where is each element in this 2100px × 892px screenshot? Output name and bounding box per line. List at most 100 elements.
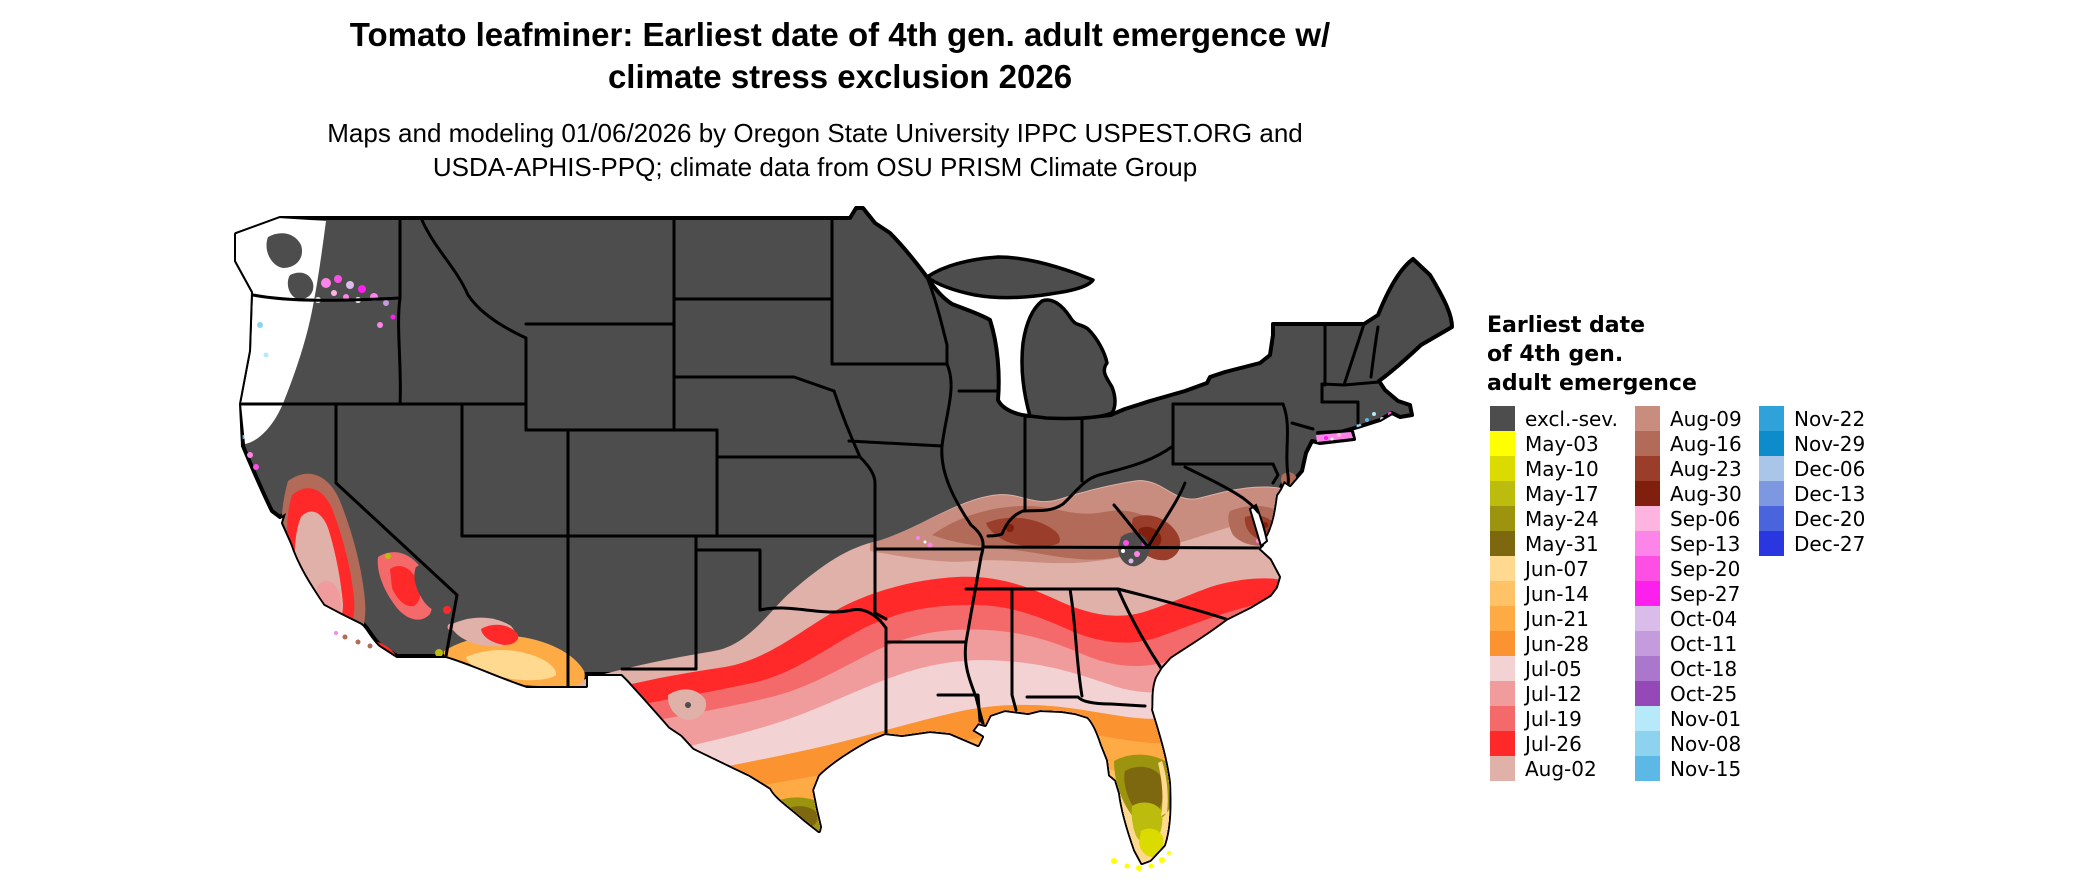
legend-swatch-aug30 <box>1635 481 1660 506</box>
legend-swatch-dec13 <box>1759 481 1784 506</box>
legend-row: Jun-21 <box>1490 606 1618 631</box>
legend-label: Jul-05 <box>1525 656 1582 681</box>
legend-label: Oct-18 <box>1670 656 1738 681</box>
legend-label: Jun-14 <box>1525 581 1589 606</box>
legend-column-3: Nov-22 Nov-29 Dec-06 Dec-13 Dec-20 Dec-27 <box>1759 406 1865 556</box>
legend-row: excl.-sev. <box>1490 406 1618 431</box>
legend-column-1: excl.-sev. May-03 May-10 May-17 May-24 May-31… <box>1490 406 1618 781</box>
legend-label: May-10 <box>1525 456 1599 481</box>
legend-row: Dec-20 <box>1759 506 1865 531</box>
legend-label: excl.-sev. <box>1525 406 1618 431</box>
legend-label: May-31 <box>1525 531 1599 556</box>
legend-swatch-dec06 <box>1759 456 1784 481</box>
legend-label: Oct-04 <box>1670 606 1738 631</box>
legend-swatch-jul19 <box>1490 706 1515 731</box>
legend-label: Jul-19 <box>1525 706 1582 731</box>
legend-label: Nov-29 <box>1794 431 1866 456</box>
legend-swatch-oct25 <box>1635 681 1660 706</box>
legend-swatch-excl_sev <box>1490 406 1515 431</box>
legend-row: Nov-08 <box>1635 731 1742 756</box>
legend-row: Nov-15 <box>1635 756 1742 781</box>
legend-row: Nov-01 <box>1635 706 1742 731</box>
legend-label: May-24 <box>1525 506 1599 531</box>
legend-label: Jun-07 <box>1525 556 1589 581</box>
legend-swatch-nov22 <box>1759 406 1784 431</box>
legend-row: Jul-05 <box>1490 656 1618 681</box>
legend-label: Dec-06 <box>1794 456 1866 481</box>
legend-label: Aug-30 <box>1670 481 1742 506</box>
legend-title-line1: Earliest date <box>1487 313 1646 338</box>
legend-label: Aug-02 <box>1525 756 1597 781</box>
legend-row: Sep-13 <box>1635 531 1742 556</box>
legend-label: Nov-01 <box>1670 706 1742 731</box>
michigan-peninsulas <box>925 255 1117 421</box>
legend-swatch-aug02 <box>1490 756 1515 781</box>
legend-swatch-aug16 <box>1635 431 1660 456</box>
legend-label: Dec-20 <box>1794 506 1866 531</box>
legend-row: May-24 <box>1490 506 1618 531</box>
legend-row: Dec-13 <box>1759 481 1865 506</box>
legend-row: Jun-28 <box>1490 631 1618 656</box>
page-subtitle: Maps and modeling 01/06/2026 by Oregon S… <box>0 116 1630 184</box>
legend-label: Jun-28 <box>1525 631 1589 656</box>
legend-label: Jun-21 <box>1525 606 1589 631</box>
legend-column-2: Aug-09 Aug-16 Aug-23 Aug-30 Sep-06 Sep-13 Sep-… <box>1635 406 1742 781</box>
legend-label: Sep-27 <box>1670 581 1741 606</box>
state-borders <box>239 216 1381 745</box>
legend-label: May-03 <box>1525 431 1599 456</box>
legend-label: Dec-27 <box>1794 531 1866 556</box>
legend-swatch-jun28 <box>1490 631 1515 656</box>
legend-row: Dec-27 <box>1759 531 1865 556</box>
page-title: Tomato leafminer: Earliest date of 4th g… <box>0 14 1680 98</box>
legend-row: Aug-02 <box>1490 756 1618 781</box>
legend-swatch-may24 <box>1490 506 1515 531</box>
legend-swatch-may03 <box>1490 431 1515 456</box>
legend-row: Oct-11 <box>1635 631 1742 656</box>
legend-swatch-jul26 <box>1490 731 1515 756</box>
legend-row: Aug-23 <box>1635 456 1742 481</box>
legend-row: Aug-16 <box>1635 431 1742 456</box>
legend-swatch-sep13 <box>1635 531 1660 556</box>
legend-label: Jul-12 <box>1525 681 1582 706</box>
legend-row: May-31 <box>1490 531 1618 556</box>
legend-label: Nov-22 <box>1794 406 1866 431</box>
chesapeake-bay <box>1248 503 1269 548</box>
legend-swatch-dec27 <box>1759 531 1784 556</box>
legend-label: Oct-25 <box>1670 681 1738 706</box>
legend-swatch-aug23 <box>1635 456 1660 481</box>
legend-swatch-oct18 <box>1635 656 1660 681</box>
legend-swatch-jul05 <box>1490 656 1515 681</box>
legend-label: Aug-23 <box>1670 456 1742 481</box>
legend-row: Jul-19 <box>1490 706 1618 731</box>
legend-label: Nov-08 <box>1670 731 1742 756</box>
legend-row: Nov-22 <box>1759 406 1865 431</box>
legend-swatch-jun21 <box>1490 606 1515 631</box>
legend-row: Oct-04 <box>1635 606 1742 631</box>
legend-swatch-may10 <box>1490 456 1515 481</box>
legend-label: Oct-11 <box>1670 631 1738 656</box>
legend-row: Sep-20 <box>1635 556 1742 581</box>
legend-label: Sep-13 <box>1670 531 1741 556</box>
legend-row: Oct-18 <box>1635 656 1742 681</box>
legend-row: Jun-14 <box>1490 581 1618 606</box>
legend-swatch-nov01 <box>1635 706 1660 731</box>
legend-row: Dec-06 <box>1759 456 1865 481</box>
legend-label: Nov-15 <box>1670 756 1742 781</box>
legend-row: Aug-30 <box>1635 481 1742 506</box>
channel-islands <box>334 631 373 649</box>
legend-swatch-aug09 <box>1635 406 1660 431</box>
legend-row: May-10 <box>1490 456 1618 481</box>
legend-title-line2: of 4th gen. <box>1487 342 1624 367</box>
legend-swatch-nov08 <box>1635 731 1660 756</box>
legend-row: Jul-12 <box>1490 681 1618 706</box>
legend-swatch-sep20 <box>1635 556 1660 581</box>
page-title-line2: climate stress exclusion 2026 <box>607 58 1073 95</box>
legend-swatch-nov15 <box>1635 756 1660 781</box>
legend-swatch-sep06 <box>1635 506 1660 531</box>
legend-label: May-17 <box>1525 481 1599 506</box>
legend-swatch-nov29 <box>1759 431 1784 456</box>
legend-swatch-jun14 <box>1490 581 1515 606</box>
legend-row: Sep-06 <box>1635 506 1742 531</box>
page-subtitle-line2: USDA-APHIS-PPQ; climate data from OSU PR… <box>432 152 1198 182</box>
